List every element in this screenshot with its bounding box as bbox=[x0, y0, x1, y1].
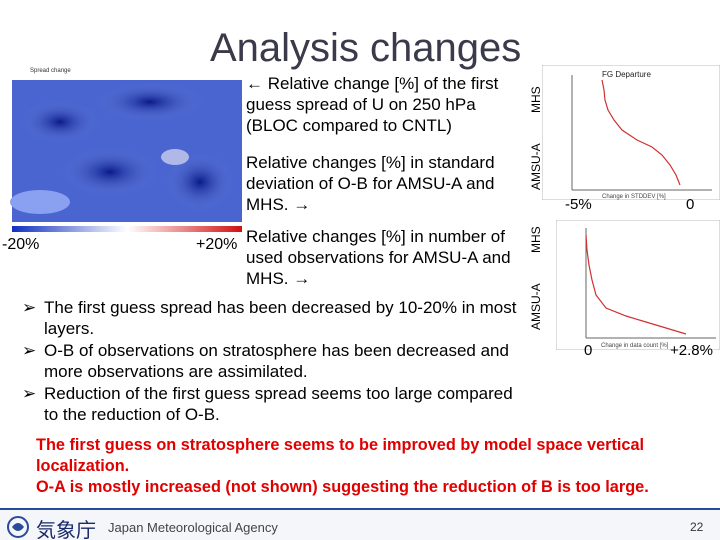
bullet: Reduction of the first guess spread seem… bbox=[22, 383, 524, 425]
chart-title: FG Departure bbox=[602, 70, 651, 79]
agency-logo bbox=[7, 516, 29, 538]
note: Relative changes [%] in standard deviati… bbox=[246, 153, 495, 214]
note: Relative changes [%] in number of used o… bbox=[246, 227, 511, 288]
conclusion-line: localization. bbox=[36, 457, 130, 475]
svg-text:Spread change: Spread change bbox=[30, 68, 71, 74]
page-number: 22 bbox=[690, 520, 704, 534]
x-min-label: -5% bbox=[565, 196, 592, 213]
chart-label: MHS bbox=[529, 226, 543, 253]
spread-map: Spread change bbox=[0, 62, 246, 238]
conclusion-line: O-A is mostly increased (not shown) sugg… bbox=[36, 478, 649, 496]
conclusion-line: The first guess on stratosphere seems to… bbox=[36, 436, 645, 454]
chart-label: AMSU-A bbox=[529, 143, 543, 190]
scale-min-label: -20% bbox=[2, 236, 40, 253]
scale-max-label: +20% bbox=[196, 236, 238, 253]
slide-title: Analysis changes bbox=[210, 26, 522, 70]
chart-label: MHS bbox=[529, 86, 543, 113]
bullet: The first guess spread has been decrease… bbox=[22, 297, 524, 339]
stddev-chart: FG Departure Change in STDDEV [%] bbox=[542, 65, 720, 200]
x-min-label: 0 bbox=[584, 342, 593, 359]
x-max-label: 0 bbox=[686, 196, 695, 213]
agency-ja: 気象庁 bbox=[36, 520, 96, 540]
note: ← Relative change [%] of the first guess… bbox=[246, 74, 499, 135]
bullet: O-B of observations on stratosphere has … bbox=[22, 340, 524, 382]
x-axis-label: Change in data count [%] bbox=[601, 343, 669, 349]
x-axis-label: Change in STDDEV [%] bbox=[602, 194, 666, 200]
footer bbox=[0, 508, 720, 540]
agency-en: Japan Meteorological Agency bbox=[108, 520, 278, 535]
chart-label: AMSU-A bbox=[529, 283, 543, 330]
x-max-label: +2.8% bbox=[670, 342, 713, 359]
count-chart: Change in data count [%] bbox=[556, 220, 720, 350]
